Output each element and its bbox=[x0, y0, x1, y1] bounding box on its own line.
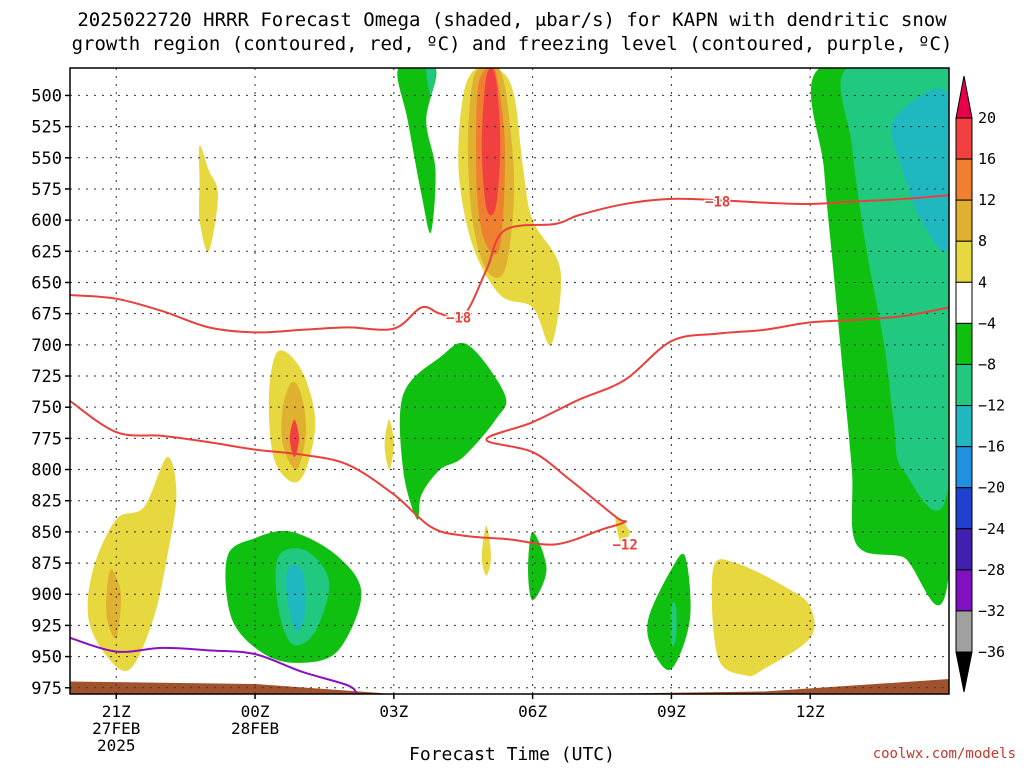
y-tick-label-900: 900 bbox=[31, 585, 62, 605]
x-tick-label-0-2: 2025 bbox=[97, 736, 136, 755]
colorbar-label-13: −36 bbox=[978, 643, 1005, 661]
colorbar-label-9: −20 bbox=[978, 479, 1005, 497]
colorbar-swatch-5 bbox=[955, 322, 973, 365]
omega-shade-3 bbox=[481, 68, 501, 216]
y-tick-label-750: 750 bbox=[31, 398, 62, 418]
colorbar-swatch-2 bbox=[955, 199, 973, 242]
y-tick-label-600: 600 bbox=[31, 211, 62, 231]
colorbar-swatch-9 bbox=[955, 487, 973, 530]
colorbar-label-10: −24 bbox=[978, 520, 1005, 538]
y-tick-label-850: 850 bbox=[31, 523, 62, 543]
x-tick-label-12-0: 09Z bbox=[657, 702, 686, 721]
colorbar-swatch-8 bbox=[955, 446, 973, 489]
omega-shade-21 bbox=[670, 602, 677, 647]
omega-shade-6 bbox=[198, 145, 219, 252]
y-tick-label-950: 950 bbox=[31, 648, 62, 668]
y-tick-label-625: 625 bbox=[31, 242, 62, 262]
colorbar-swatch-3 bbox=[955, 240, 973, 283]
colorbar-label-7: −12 bbox=[978, 397, 1005, 415]
omega-shade-20 bbox=[647, 553, 691, 671]
y-tick-label-725: 725 bbox=[31, 367, 62, 387]
y-tick-label-775: 775 bbox=[31, 429, 62, 449]
colorbar-swatch-10 bbox=[955, 528, 973, 571]
colorbar-label-5: −4 bbox=[978, 314, 996, 332]
y-tick-label-875: 875 bbox=[31, 554, 62, 574]
y-tick-label-975: 975 bbox=[31, 679, 62, 699]
ground-surface bbox=[70, 679, 949, 694]
y-tick-label-925: 925 bbox=[31, 616, 62, 636]
omega-shade-16 bbox=[399, 342, 507, 520]
plot-area: −18 −18 −12 bbox=[70, 68, 949, 694]
x-tick-label-9-0: 06Z bbox=[518, 702, 547, 721]
colorbar-label-1: 16 bbox=[978, 150, 996, 168]
omega-shade-15 bbox=[285, 565, 307, 632]
colorbar-swatch-1 bbox=[955, 158, 973, 201]
credit-text: coolwx.com/models bbox=[872, 746, 1016, 762]
y-tick-label-575: 575 bbox=[31, 180, 62, 200]
omega-shade-12 bbox=[106, 569, 122, 639]
omega-shade-10 bbox=[384, 419, 394, 470]
chart-title: 2025022720 HRRR Forecast Omega (shaded, … bbox=[0, 8, 1024, 56]
colorbar-swatch-7 bbox=[955, 405, 973, 448]
y-tick-label-525: 525 bbox=[31, 118, 62, 138]
omega-shade-22 bbox=[711, 559, 815, 677]
colorbar-label-6: −8 bbox=[978, 355, 996, 373]
y-tick-label-675: 675 bbox=[31, 305, 62, 325]
colorbar-swatch-0 bbox=[955, 117, 973, 160]
omega-shade-5 bbox=[426, 68, 436, 96]
x-tick-label-3-0: 00Z bbox=[241, 702, 270, 721]
colorbar-label-2: 12 bbox=[978, 191, 996, 209]
omega-shade-17 bbox=[481, 525, 491, 576]
chart-title-line1: 2025022720 HRRR Forecast Omega (shaded, … bbox=[77, 9, 947, 31]
x-axis-label: Forecast Time (UTC) bbox=[409, 744, 615, 765]
x-tick-label-15-0: 12Z bbox=[796, 702, 825, 721]
colorbar-label-11: −28 bbox=[978, 561, 1005, 579]
omega-shade-4 bbox=[397, 68, 437, 233]
y-tick-label-800: 800 bbox=[31, 461, 62, 481]
dgz-contour-0 bbox=[70, 194, 949, 334]
colorbar-swatch-6 bbox=[955, 363, 973, 407]
colorbar-swatch-4 bbox=[955, 281, 973, 324]
y-tick-label-700: 700 bbox=[31, 336, 62, 356]
colorbar-top-arrow bbox=[955, 75, 973, 119]
omega-shade-25 bbox=[891, 88, 949, 252]
chart-title-line2: growth region (contoured, red, ºC) and f… bbox=[71, 33, 953, 55]
dgz-contour-1 bbox=[70, 306, 949, 546]
y-tick-label-650: 650 bbox=[31, 273, 62, 293]
colorbar-label-4: 4 bbox=[978, 273, 987, 291]
x-tick-label-6-0: 03Z bbox=[379, 702, 408, 721]
y-tick-label-825: 825 bbox=[31, 492, 62, 512]
x-tick-label-0-1: 27FEB bbox=[92, 719, 140, 738]
colorbar-label-0: 20 bbox=[978, 109, 996, 127]
x-tick-label-3-1: 28FEB bbox=[231, 719, 279, 738]
colorbar-label-8: −16 bbox=[978, 438, 1005, 456]
x-tick-label-0-0: 21Z bbox=[102, 702, 131, 721]
colorbar-swatch-12 bbox=[955, 610, 973, 653]
omega-shade-11 bbox=[87, 456, 177, 671]
colorbar-label-3: 8 bbox=[978, 232, 987, 250]
colorbar-label-12: −32 bbox=[978, 602, 1005, 620]
omega-shade-19 bbox=[615, 516, 630, 543]
colorbar-swatch-11 bbox=[955, 569, 973, 612]
plot-frame bbox=[69, 67, 950, 695]
dgz-label-2: −12 bbox=[613, 537, 638, 553]
y-tick-label-500: 500 bbox=[31, 86, 62, 106]
freezing-level-line bbox=[70, 636, 358, 694]
colorbar-bottom-arrow bbox=[955, 651, 973, 693]
dgz-label-0: −18 bbox=[446, 310, 471, 326]
dgz-label-1: −18 bbox=[705, 194, 730, 210]
y-tick-label-550: 550 bbox=[31, 149, 62, 169]
